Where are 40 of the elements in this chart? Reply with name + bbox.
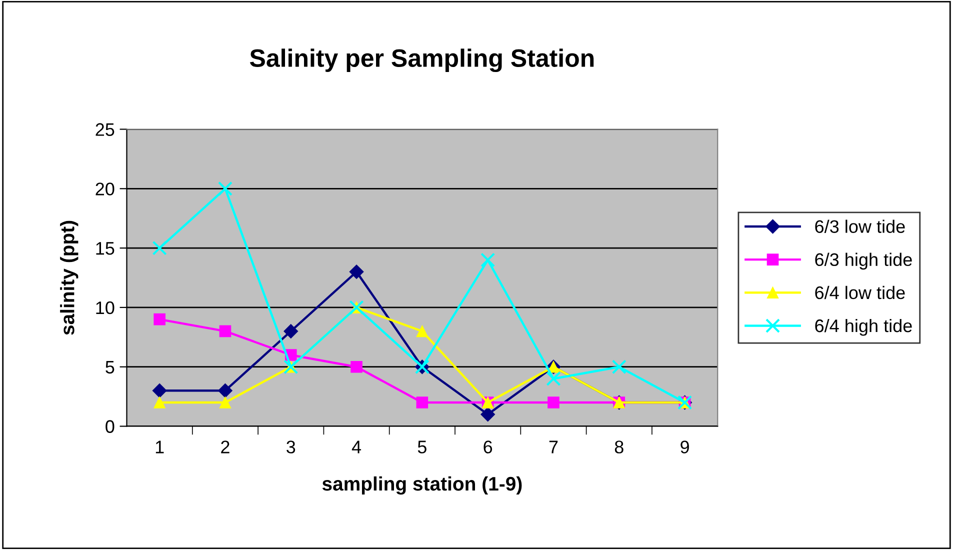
x-tick-label: 5 xyxy=(418,440,426,454)
point xyxy=(154,313,166,326)
point xyxy=(219,325,232,338)
y-tick-label: 5 xyxy=(106,360,114,374)
x-tick-label: 2 xyxy=(221,440,230,454)
y-tick-label: 15 xyxy=(96,242,114,255)
x-tick-label: 8 xyxy=(614,440,624,454)
point xyxy=(218,383,232,398)
y-tick-label: 10 xyxy=(96,301,114,314)
point xyxy=(350,360,362,373)
point xyxy=(416,396,428,408)
y-tick-label: 25 xyxy=(96,123,114,136)
legend-label: 6/3 low tide xyxy=(815,220,905,233)
point xyxy=(416,325,428,338)
x-axis-title: sampling station (1-9) xyxy=(322,476,522,495)
chart-title: Salinity per Sampling Station xyxy=(250,48,594,72)
point xyxy=(480,407,496,422)
y-tick-label: 20 xyxy=(96,182,114,196)
legend-label: 6/4 high tide xyxy=(815,318,912,336)
point xyxy=(218,181,233,196)
point xyxy=(152,240,167,256)
x-tick-label: 1 xyxy=(156,440,164,454)
point xyxy=(548,396,560,408)
x-tick-label: 9 xyxy=(680,440,689,454)
x-tick-label: 4 xyxy=(352,440,362,454)
legend-label: 6/3 high tide xyxy=(815,252,912,270)
x-tick-label: 6 xyxy=(484,440,492,454)
point xyxy=(152,383,167,398)
point xyxy=(612,360,626,374)
point xyxy=(349,264,364,280)
point xyxy=(219,396,232,408)
x-tick-label: 3 xyxy=(286,440,296,454)
x-tick-label: 7 xyxy=(549,440,558,454)
point xyxy=(154,396,166,408)
legend-label: 6/4 low tide xyxy=(815,286,905,300)
y-tick-label: 0 xyxy=(106,420,114,433)
point xyxy=(284,324,298,338)
point xyxy=(546,371,561,386)
point xyxy=(480,252,496,268)
y-axis-title: salinity (ppt) xyxy=(60,220,78,335)
